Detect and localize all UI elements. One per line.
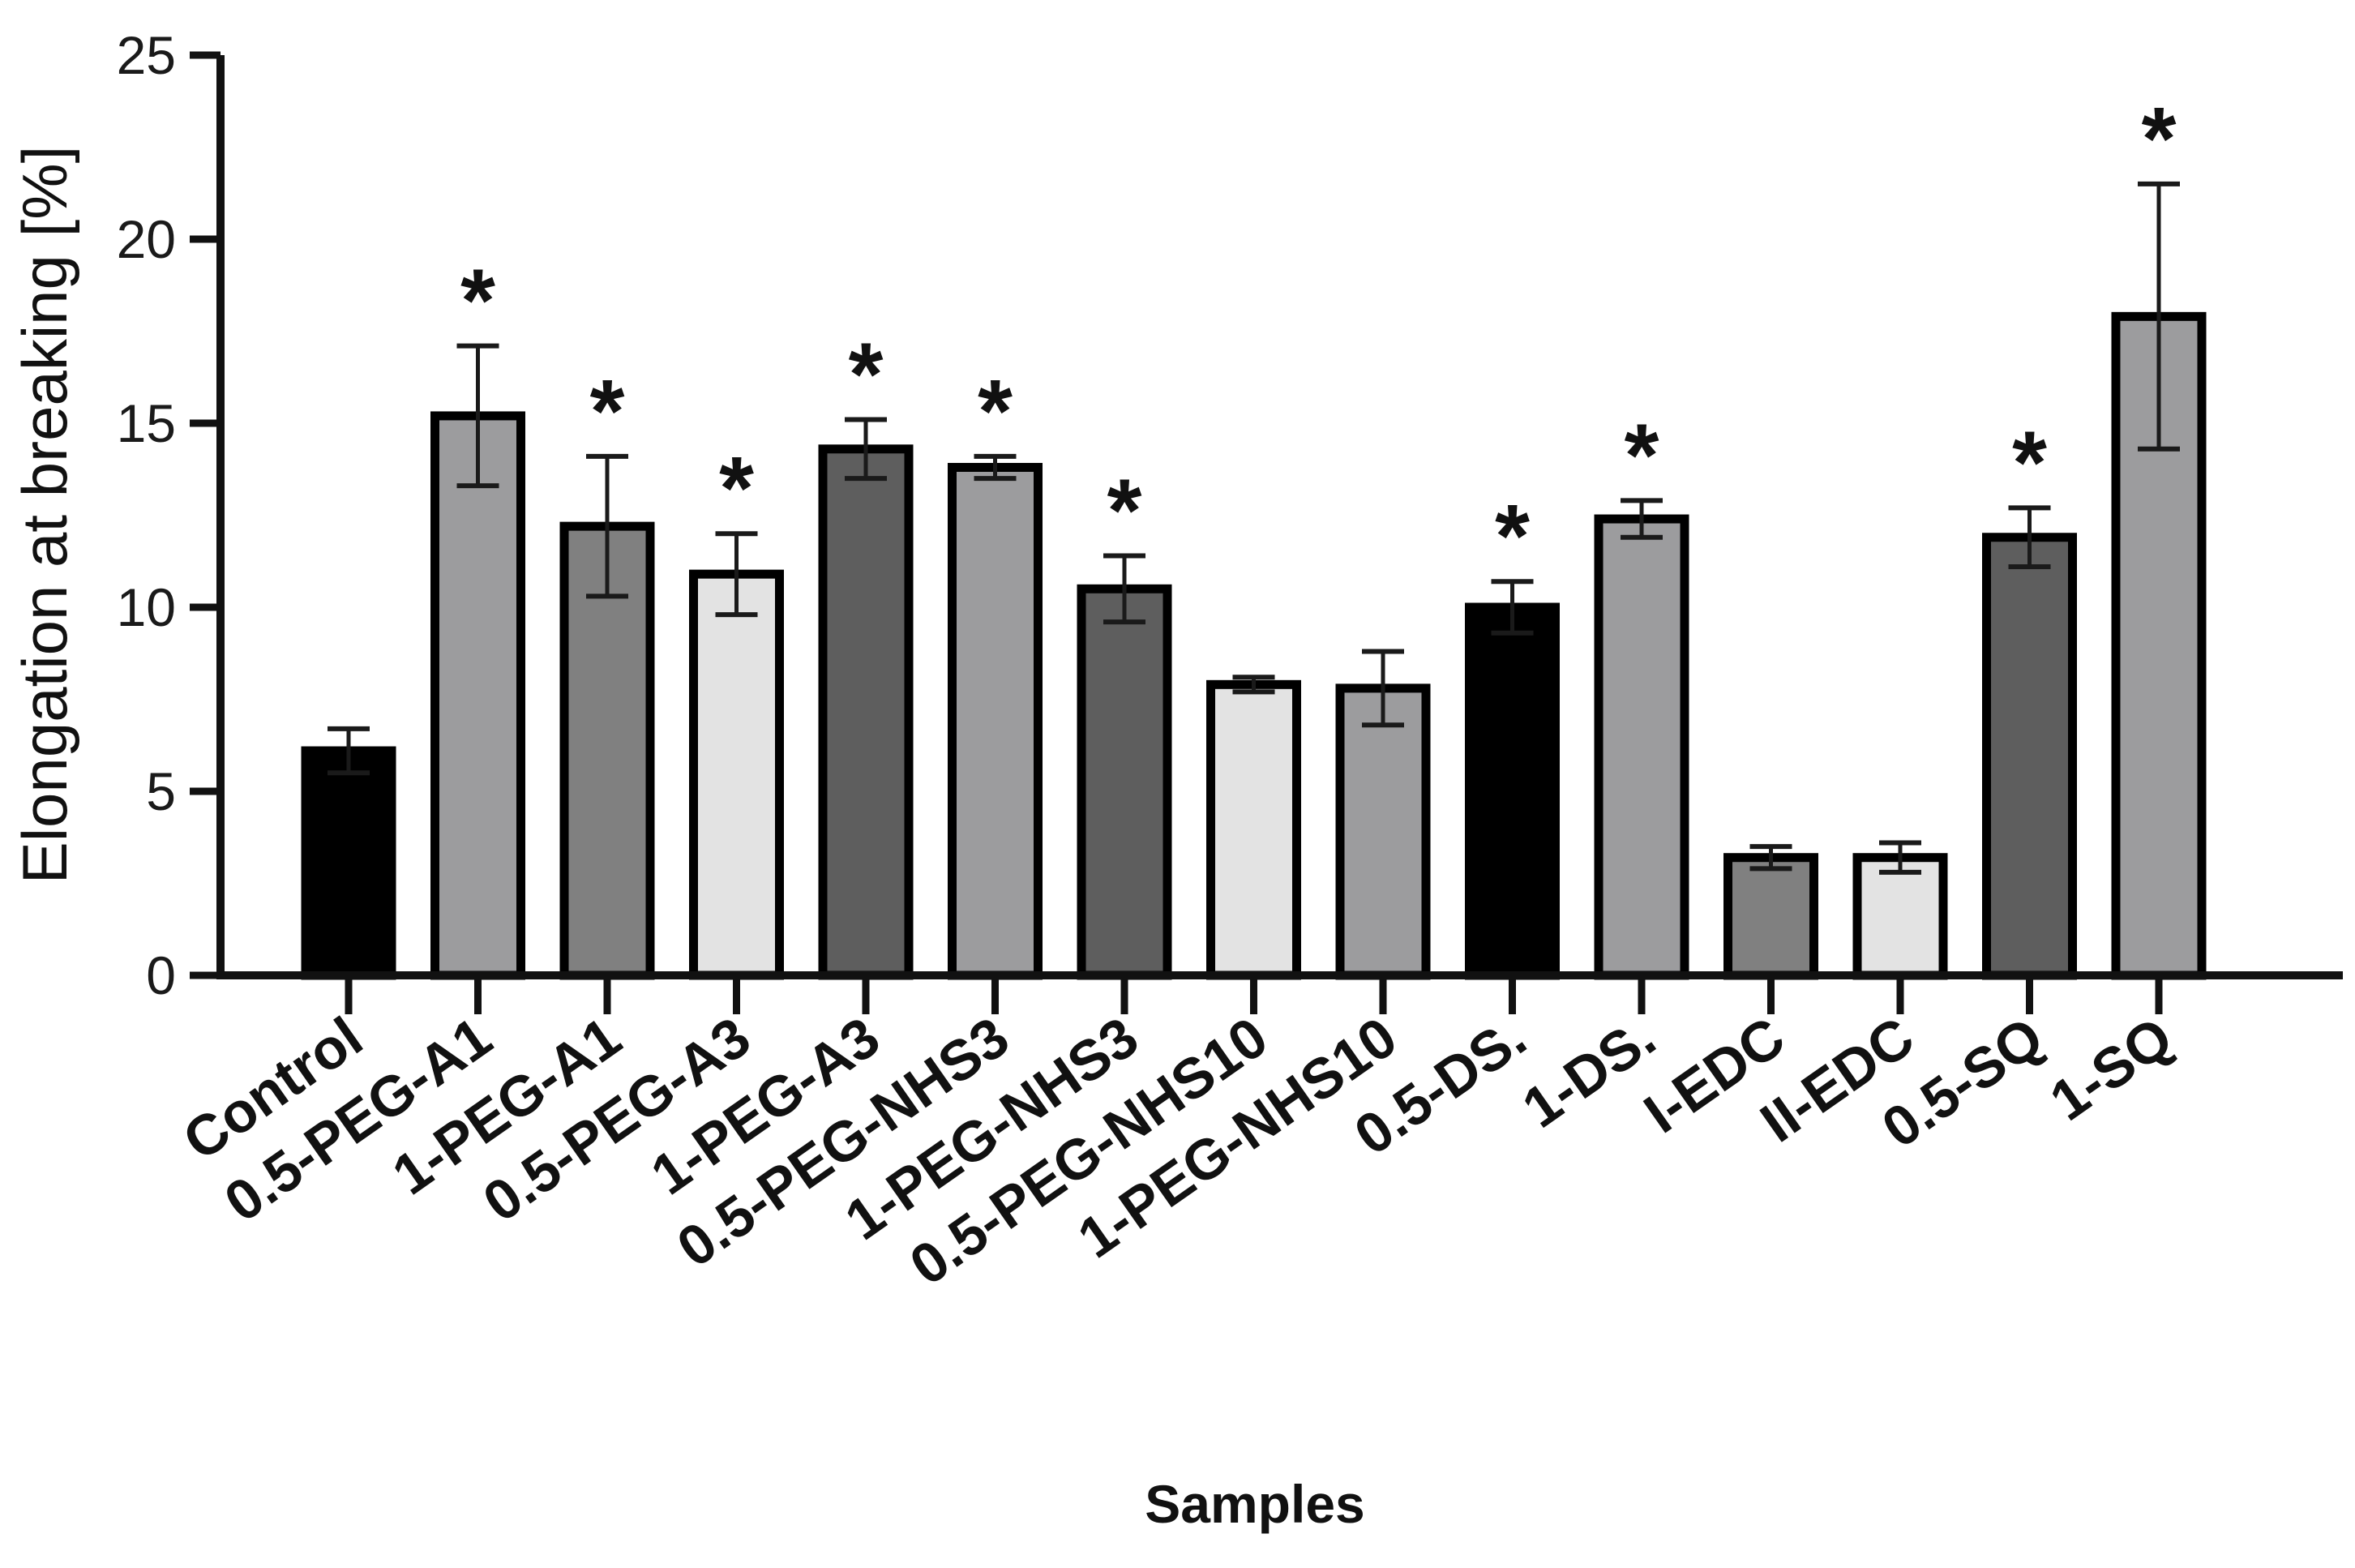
y-tick-label: 10 [117,577,176,637]
significance-star: * [1625,405,1659,505]
significance-star: * [590,362,625,461]
bar [1077,584,1172,980]
significance-star: * [1107,461,1142,560]
axes-layer [216,55,2343,979]
significance-star: * [978,362,1013,461]
bar [301,746,396,980]
y-axis-title: Elongation at breaking [%] [9,146,80,885]
significance-star: * [1495,486,1530,586]
significance-star: * [719,439,754,538]
y-ticks-layer: 0 5 10 15 20 25 [117,25,221,1005]
significance-star: * [460,251,495,351]
bar [689,569,784,980]
x-tick-label: 1-SQ [2039,1005,2184,1133]
significance-star: * [849,324,884,424]
x-tick-label: 1-DS. [1511,1005,1666,1140]
bar [1594,514,1689,980]
bar [1723,853,1818,980]
x-ticks-layer: Control0.5-PEG-A11-PEG-A10.5-PEG-A31-PEG… [172,975,2184,1297]
y-tick-label: 15 [117,393,176,453]
bar [430,411,525,980]
significance-star: * [2012,413,2047,512]
y-tick-label: 20 [117,209,176,269]
bar [1335,683,1431,980]
y-tick-label: 0 [146,945,176,1005]
x-axis-title: Samples [1145,1474,1364,1534]
significance-markers-layer: * * * * * * * * * * [460,89,2177,586]
bar [1465,602,1560,980]
bar [1206,679,1301,980]
y-tick-label: 25 [117,25,176,85]
error-bars-layer [328,181,2180,875]
y-tick-label: 5 [146,761,176,821]
significance-star: * [2142,89,2177,189]
bar [948,462,1043,980]
bar [1852,853,1948,980]
bar [1982,533,2077,980]
bar [818,444,914,980]
